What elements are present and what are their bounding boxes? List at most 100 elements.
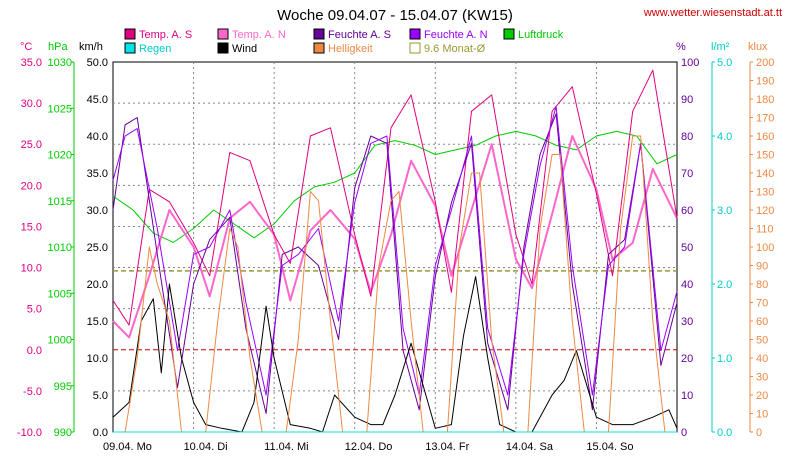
legend-item: 9.6 Monat-Ø xyxy=(409,42,486,55)
wind-tick-label: 25.0 xyxy=(87,242,108,254)
pressure-tick-label: 1010 xyxy=(48,242,72,254)
series-line xyxy=(112,135,678,339)
light-tick-label: 40 xyxy=(756,353,768,365)
legend-label: Temp. A. N xyxy=(232,29,286,41)
light-tick-label: 160 xyxy=(756,131,774,143)
humidity-tick-label: 40 xyxy=(681,279,693,291)
legend-swatch xyxy=(313,42,325,54)
light-tick-label: 70 xyxy=(756,298,768,310)
axes: 35.0 30.0 25.0 20.0 15.0 10.0 5.0 0.0 -5.0 -10.0 1… xyxy=(17,57,774,439)
light-tick-label: 130 xyxy=(756,187,774,199)
legend-item: Temp. A. N xyxy=(217,28,286,41)
light-tick-label: 110 xyxy=(756,224,774,236)
x-axis-labels: 09.04. Mo 10.04. Di 11.04. Mi 12.04. Do 13.0… xyxy=(103,441,634,453)
humidity-tick-label: 100 xyxy=(681,57,699,69)
legend-swatch xyxy=(503,28,515,40)
rain-tick-label: 0.0 xyxy=(717,427,732,439)
wind-tick-label: 35.0 xyxy=(87,168,108,180)
legend-swatch xyxy=(217,42,229,54)
legend-item: Wind xyxy=(217,42,257,55)
legend-item: Feuchte A. N xyxy=(409,28,488,41)
light-unit-label: klux xyxy=(748,41,768,53)
pressure-tick-label: 990 xyxy=(54,427,72,439)
pressure-tick-label: 1025 xyxy=(48,103,72,115)
pressure-tick-label: 1030 xyxy=(48,57,72,69)
pressure-tick-label: 1015 xyxy=(48,196,72,208)
light-tick-label: 80 xyxy=(756,279,768,291)
humidity-tick-label: 30 xyxy=(681,316,693,328)
wind-tick-label: 30.0 xyxy=(87,205,108,217)
legend-label: Feuchte A. S xyxy=(328,29,391,41)
rain-tick-label: 2.0 xyxy=(717,279,732,291)
temp-tick-label: -10.0 xyxy=(17,427,42,439)
wind-tick-label: 50.0 xyxy=(87,57,108,69)
temp-tick-label: 35.0 xyxy=(21,57,42,69)
humidity-tick-label: 90 xyxy=(681,94,693,106)
wind-tick-label: 0.0 xyxy=(93,427,108,439)
legend-swatch xyxy=(409,42,421,54)
pressure-tick-label: 1020 xyxy=(48,150,72,162)
pressure-tick-label: 1005 xyxy=(48,288,72,300)
legend-swatch xyxy=(217,28,229,40)
pressure-tick-label: 995 xyxy=(54,381,72,393)
wind-tick-label: 5.0 xyxy=(93,390,108,402)
wind-tick-label: 10.0 xyxy=(87,353,108,365)
pressure-unit-label: hPa xyxy=(48,41,68,53)
light-tick-label: 150 xyxy=(756,150,774,162)
legend-swatch xyxy=(124,28,136,40)
grid xyxy=(113,62,677,432)
humidity-tick-label: 10 xyxy=(681,390,693,402)
legend-label: 9.6 Monat-Ø xyxy=(424,43,486,55)
light-tick-label: 120 xyxy=(756,205,774,217)
light-tick-label: 200 xyxy=(756,57,774,69)
light-tick-label: 140 xyxy=(756,168,774,180)
legend-swatch xyxy=(409,28,421,40)
rain-tick-label: 5.0 xyxy=(717,57,732,69)
series-line xyxy=(112,276,678,433)
pressure-tick-label: 1000 xyxy=(48,335,72,347)
legend-label: Temp. A. S xyxy=(139,29,192,41)
temp-tick-label: 20.0 xyxy=(21,180,42,192)
x-tick-label: 14.04. Sa xyxy=(506,441,554,453)
wind-tick-label: 40.0 xyxy=(87,131,108,143)
light-tick-label: 100 xyxy=(756,242,774,254)
legend-label: Feuchte A. N xyxy=(424,29,488,41)
legend-swatch xyxy=(124,42,136,54)
light-tick-label: 20 xyxy=(756,390,768,402)
legend-swatch xyxy=(313,28,325,40)
wind-unit-label: km/h xyxy=(79,41,103,53)
legend-item: Helligkeit xyxy=(313,42,373,55)
legend-label: Luftdruck xyxy=(518,29,564,41)
legend-item: Regen xyxy=(124,42,171,55)
temp-tick-label: -5.0 xyxy=(23,386,42,398)
legend-label: Helligkeit xyxy=(328,43,373,55)
light-tick-label: 90 xyxy=(756,261,768,273)
humidity-tick-label: 50 xyxy=(681,242,693,254)
light-tick-label: 0 xyxy=(756,427,762,439)
temp-tick-label: 5.0 xyxy=(27,304,42,316)
wind-tick-label: 15.0 xyxy=(87,316,108,328)
light-tick-label: 30 xyxy=(756,372,768,384)
series-line xyxy=(112,69,678,326)
legend-item: Feuchte A. S xyxy=(313,28,391,41)
rain-tick-label: 3.0 xyxy=(717,205,732,217)
wind-tick-label: 20.0 xyxy=(87,279,108,291)
light-tick-label: 170 xyxy=(756,113,774,125)
legend: Temp. A. S Temp. A. N Feuchte A. S Feuchte … xyxy=(124,28,564,55)
x-tick-label: 11.04. Mi xyxy=(264,441,308,453)
x-tick-label: 15.04. So xyxy=(586,441,633,453)
series-line xyxy=(112,105,678,396)
website-link[interactable]: www.wetter.wiesenstadt.at.tt xyxy=(643,7,782,19)
legend-item: Temp. A. S xyxy=(124,28,192,41)
x-tick-label: 09.04. Mo xyxy=(103,441,152,453)
temp-tick-label: 30.0 xyxy=(21,98,42,110)
rain-tick-label: 1.0 xyxy=(717,353,732,365)
rain-tick-label: 4.0 xyxy=(717,131,732,143)
legend-label: Regen xyxy=(139,43,171,55)
temp-tick-label: 25.0 xyxy=(21,139,42,151)
legend-item: Luftdruck xyxy=(503,28,564,41)
x-tick-label: 12.04. Do xyxy=(345,441,393,453)
temp-unit-label: °C xyxy=(20,41,32,53)
humidity-tick-label: 70 xyxy=(681,168,693,180)
